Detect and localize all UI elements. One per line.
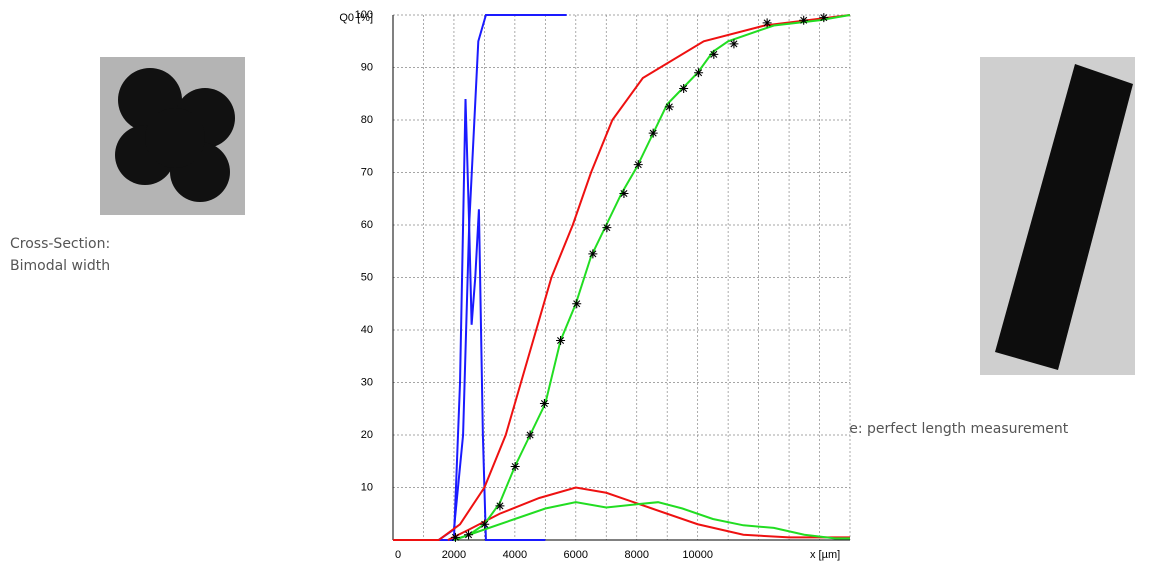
y-axis-label: Q0 [%]	[339, 12, 373, 24]
star-marker	[539, 399, 549, 408]
star-marker	[799, 15, 809, 25]
caption: Cross-Section:	[10, 236, 110, 252]
star-marker	[819, 13, 829, 23]
x-tick-label: 0	[395, 549, 401, 561]
x-tick-label: 6000	[564, 549, 588, 561]
star-marker	[709, 49, 719, 59]
star-marker	[602, 223, 612, 233]
star-marker	[495, 501, 505, 511]
y-tick-label: 90	[361, 61, 373, 73]
x-tick-label: 4000	[503, 549, 527, 561]
caption: Bimodal width	[10, 258, 110, 274]
y-tick-label: 40	[361, 324, 373, 336]
y-tick-label: 20	[361, 429, 373, 441]
series-line	[453, 14, 851, 541]
star-marker	[664, 102, 674, 112]
aligned-particle-image	[980, 57, 1135, 375]
star-marker	[572, 299, 582, 309]
series-line	[447, 486, 850, 541]
x-axis-label: x [µm]	[810, 549, 840, 561]
x-tick-label: 2000	[442, 549, 466, 561]
y-tick-label: 30	[361, 376, 373, 388]
star-marker	[480, 519, 490, 529]
star-marker	[633, 160, 643, 170]
star-marker	[525, 430, 535, 440]
y-tick-label: 50	[361, 271, 373, 283]
y-tick-label: 10	[361, 481, 373, 493]
star-marker	[762, 18, 772, 28]
star-marker	[648, 128, 658, 138]
series-line	[453, 501, 850, 541]
series-line	[393, 14, 851, 541]
plot: 0 2000 4000 6000 8000 10000 10 20 30 40 50 60 70 80 90…	[339, 9, 851, 561]
star-marker	[510, 462, 520, 471]
series-line	[393, 98, 546, 541]
star-marker	[464, 530, 474, 540]
star-marker	[679, 84, 689, 93]
star-marker	[694, 68, 704, 78]
star-marker	[729, 39, 739, 49]
x-tick-label: 8000	[624, 549, 648, 561]
star-marker	[588, 249, 598, 259]
y-tick-label: 70	[361, 166, 373, 178]
y-tick-label: 60	[361, 219, 373, 231]
x-tick-label: 10000	[682, 549, 713, 561]
star-marker	[619, 189, 629, 198]
star-marker	[450, 532, 460, 542]
y-tick-label: 80	[361, 114, 373, 126]
y-tick-label: 100	[355, 9, 373, 21]
cross-section-image	[100, 57, 245, 215]
star-marker	[556, 336, 566, 345]
